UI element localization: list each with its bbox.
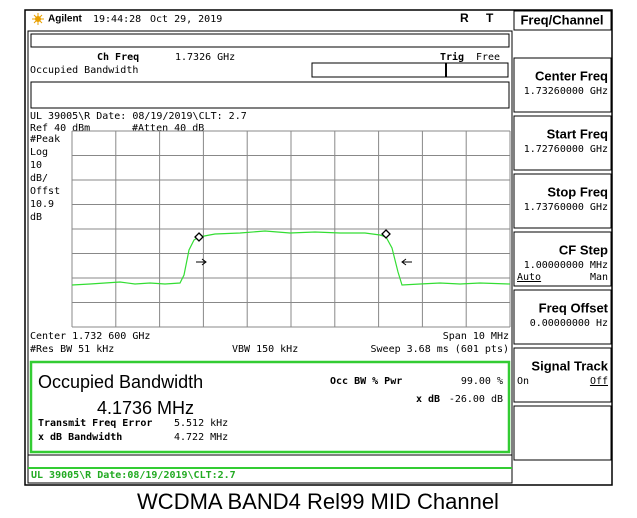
logo	[32, 13, 44, 25]
scale-label: 10	[30, 160, 42, 171]
arrow	[401, 258, 412, 266]
info: UL 39005\R Date: 08/19/2019\CLT: 2.7	[30, 111, 247, 122]
entry-box	[30, 81, 510, 109]
softkey-box[interactable]	[513, 231, 612, 287]
softkey-box[interactable]	[513, 57, 612, 113]
scale-label: #Peak	[30, 134, 60, 145]
res-bw: #Res BW 51 kHz	[30, 344, 114, 355]
softkey-value[interactable]: 0.00000000 Hz	[530, 318, 608, 329]
result-value: 4.1736 MHz	[97, 398, 194, 418]
softkey-label[interactable]: Freq Offset	[539, 300, 609, 315]
vbw: VBW 150 kHz	[232, 344, 298, 355]
caption: WCDMA BAND4 Rel99 MID Channel	[137, 489, 499, 514]
flag: R	[460, 11, 469, 25]
softkey-label[interactable]: Start Freq	[547, 126, 608, 141]
message-box	[30, 33, 510, 48]
softkey-value[interactable]: 1.00000000 MHz	[524, 260, 608, 271]
trace	[71, 230, 511, 286]
softkey-box[interactable]	[513, 347, 612, 403]
center: Center 1.732 600 GHz	[30, 331, 150, 342]
scale-labels: #Peak Log 10 dB/Offst 10.9 dB	[30, 134, 60, 223]
softkey[interactable]: Start Freq 1.72760000 GHz	[513, 115, 612, 171]
xdbbw: 4.722 MHz	[174, 432, 228, 443]
softkey-box[interactable]	[513, 115, 612, 171]
tfe-label: Transmit Freq Error	[38, 417, 152, 429]
arrow	[196, 258, 207, 266]
sweep: Sweep 3.68 ms (601 pts)	[371, 344, 509, 355]
softkey-option[interactable]: On	[517, 376, 529, 387]
trig-label: Trig	[440, 51, 464, 63]
ch-freq: 1.7326 GHz	[175, 52, 235, 63]
softkey-label[interactable]: CF Step	[559, 242, 608, 257]
softkey-label[interactable]: Signal Track	[531, 358, 608, 373]
softkey-value[interactable]: 1.72760000 GHz	[524, 144, 608, 155]
softkey-option[interactable]: Auto	[517, 272, 541, 283]
scale-label: dB	[30, 212, 42, 223]
span: Span 10 MHz	[443, 331, 509, 342]
softkey-option[interactable]: Off	[590, 376, 608, 387]
mode: Occupied Bandwidth	[30, 65, 138, 76]
softkey-box[interactable]	[513, 405, 612, 461]
status-box	[311, 62, 509, 78]
softkey-box[interactable]	[513, 173, 612, 229]
tfe: 5.512 kHz	[174, 418, 228, 429]
trig: Free	[476, 52, 500, 63]
softkey[interactable]: Freq Offset 0.00000000 Hz	[513, 289, 612, 345]
marker	[381, 229, 391, 239]
xdb: -26.00 dB	[449, 394, 503, 405]
softkeys: Center Freq 1.73260000 GHz Start Freq 1.727…	[513, 57, 612, 461]
status-line: UL 39005\R Date:08/19/2019\CLT:2.7	[31, 470, 236, 481]
marker	[194, 232, 204, 242]
softkey[interactable]: Center Freq 1.73260000 GHz	[513, 57, 612, 113]
scale-label: Offst	[30, 186, 60, 197]
ref: Ref 40 dBm	[30, 123, 90, 134]
menu-title: Freq/Channel	[520, 12, 603, 27]
pwr-label: Occ BW % Pwr	[330, 376, 402, 387]
date: Oct 29, 2019	[150, 14, 222, 25]
grid	[71, 130, 511, 328]
softkey-option[interactable]: Man	[590, 272, 608, 283]
softkey-box[interactable]	[513, 289, 612, 345]
softkey-label[interactable]: Center Freq	[535, 68, 608, 83]
atten: #Atten 40 dB	[132, 123, 204, 134]
softkey-label[interactable]: Stop Freq	[547, 184, 608, 199]
results-box	[29, 360, 511, 454]
xdbbw-label: x dB Bandwidth	[38, 431, 122, 443]
scale-label: dB/	[30, 173, 48, 184]
brand: Agilent	[48, 14, 83, 25]
softkey[interactable]: Stop Freq 1.73760000 GHz	[513, 173, 612, 229]
flag: T	[486, 11, 494, 25]
pwr: 99.00 %	[461, 376, 503, 387]
scale-label: Log	[30, 147, 48, 158]
time: 19:44:28	[93, 14, 141, 25]
result-title: Occupied Bandwidth	[38, 372, 203, 392]
scale-label: 10.9	[30, 199, 54, 210]
screen	[27, 30, 513, 484]
ch-freq-label: Ch Freq	[97, 52, 139, 63]
softkey-value[interactable]: 1.73260000 GHz	[524, 86, 608, 97]
menu-title-box	[513, 10, 612, 31]
softkey-value[interactable]: 1.73760000 GHz	[524, 202, 608, 213]
xdb-label: x dB	[416, 394, 440, 405]
